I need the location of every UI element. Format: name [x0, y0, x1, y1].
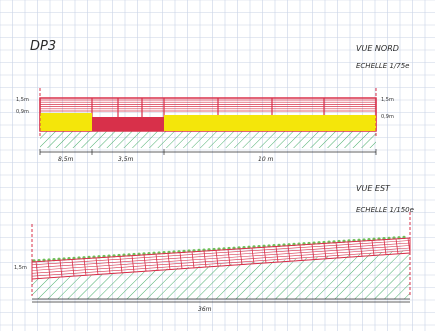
north-wall-left — [40, 113, 92, 131]
fence-post — [299, 244, 303, 261]
north-ground-hatch — [40, 131, 376, 148]
fence-post — [395, 238, 399, 255]
north-height-left-top: 1,5m — [16, 97, 29, 103]
fence-post — [359, 241, 363, 257]
fence-rail — [31, 240, 411, 266]
fence-post — [71, 259, 75, 277]
fence-post — [191, 251, 195, 269]
fence-rail — [31, 247, 411, 274]
east-ground-hatch — [32, 250, 410, 299]
east-fence-rails — [31, 237, 411, 280]
north-fence-rails — [40, 99, 376, 112]
fence-post — [251, 247, 255, 264]
fence-post — [323, 243, 327, 259]
fence-post — [179, 252, 183, 269]
east-view-scale: ECHELLE 1/150e — [356, 206, 414, 214]
fence-rail — [31, 250, 411, 277]
sheet-id: DP3 — [30, 39, 56, 54]
fence-post — [203, 251, 207, 268]
fence-post — [155, 254, 159, 271]
east-fence-posts — [35, 238, 411, 279]
north-gate-block — [92, 117, 164, 131]
east-height-left: 1,5m — [14, 265, 27, 271]
fence-post — [311, 244, 315, 260]
north-dim-mid: 3,5m — [118, 156, 134, 163]
east-view-title: VUE EST — [356, 184, 391, 193]
fence-post — [47, 260, 51, 278]
fence-post — [143, 254, 147, 272]
fence-post — [167, 253, 171, 270]
fence-post — [239, 248, 243, 265]
north-view: VUE NORD ECHELLE 1/75e 1,5m 0,9m 1,5m 0,… — [16, 44, 409, 163]
fence-post — [335, 242, 339, 259]
fence-post — [371, 240, 375, 256]
fence-post — [287, 245, 291, 262]
fence-post — [35, 261, 39, 279]
fence-rail — [31, 237, 411, 263]
north-dim-right: 10 m — [258, 156, 274, 163]
north-height-right-mid: 0,9m — [381, 114, 394, 120]
north-view-title: VUE NORD — [356, 44, 399, 53]
fence-rail — [31, 242, 411, 268]
north-height-right-top: 1,5m — [381, 97, 394, 103]
fence-post — [131, 255, 135, 273]
fence-post — [275, 246, 279, 263]
east-view: VUE EST ECHELLE 1/150e 1,5m 36m — [14, 184, 414, 313]
east-dim-bottom: 36m — [198, 306, 212, 313]
north-view-scale: ECHELLE 1/75e — [356, 62, 409, 70]
fence-post — [83, 258, 87, 276]
fence-post — [119, 256, 123, 273]
fence-post — [215, 250, 219, 267]
fence-post — [383, 239, 387, 255]
fence-rail — [31, 252, 411, 280]
fence-post — [59, 260, 63, 278]
fence-rail — [31, 245, 411, 271]
fence-post — [407, 238, 411, 254]
fence-post — [107, 257, 111, 274]
north-height-left-mid: 0,9m — [16, 109, 29, 115]
fence-post — [347, 241, 351, 258]
north-wall-right — [164, 115, 376, 131]
fence-post — [227, 249, 231, 266]
fence-post — [95, 257, 99, 275]
fence-post — [263, 247, 267, 264]
north-dim-left: 8,5m — [58, 156, 74, 163]
